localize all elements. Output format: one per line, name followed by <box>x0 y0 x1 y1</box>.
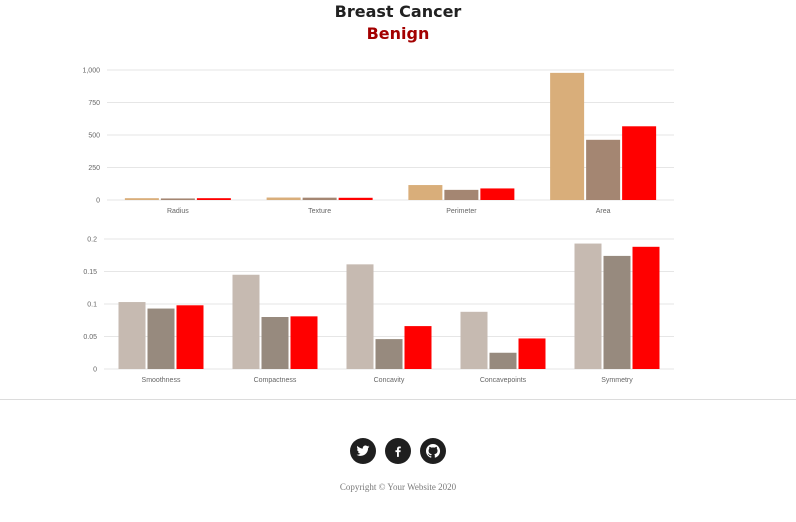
bar[interactable] <box>518 338 546 369</box>
bar[interactable] <box>266 197 301 200</box>
facebook-link[interactable] <box>385 438 411 464</box>
diagnosis-label: Benign <box>366 24 430 43</box>
bar[interactable] <box>290 316 318 369</box>
ratio-features-bar-chart: 0 0.05 0.1 0.15 0.2 Smoothness Compactness Conc… <box>83 237 674 384</box>
page-title: Breast Cancer <box>334 2 462 21</box>
y-tick-label: 750 <box>88 100 100 107</box>
y-tick-label: 0 <box>93 367 97 374</box>
x-tick-label: Concavepoints <box>480 377 527 384</box>
bar[interactable] <box>632 246 660 369</box>
y-tick-label: 0.1 <box>87 302 97 309</box>
y-tick-label: 1,000 <box>82 68 100 75</box>
bar[interactable] <box>480 188 515 200</box>
bar[interactable] <box>574 243 602 369</box>
x-tick-label: Symmetry <box>601 377 633 384</box>
x-tick-label: Radius <box>167 208 189 215</box>
github-link[interactable] <box>420 438 446 464</box>
social-links <box>0 438 796 464</box>
y-tick-label: 250 <box>88 165 100 172</box>
bar[interactable] <box>489 352 517 369</box>
mean-features-bar-chart: 0 250 500 750 1,000 Radius Texture Perimeter Are… <box>82 68 674 215</box>
bar[interactable] <box>176 305 204 369</box>
bar[interactable] <box>622 126 657 200</box>
y-tick-label: 0 <box>96 198 100 205</box>
bar[interactable] <box>302 197 337 200</box>
bar[interactable] <box>147 308 175 369</box>
bar[interactable] <box>118 302 146 369</box>
y-tick-label: 500 <box>88 133 100 140</box>
x-tick-label: Smoothness <box>142 377 181 384</box>
x-tick-label: Concavity <box>374 377 405 384</box>
x-tick-label: Perimeter <box>446 208 477 215</box>
copyright-text: Copyright © Your Website 2020 <box>339 482 457 492</box>
bar[interactable] <box>346 264 374 369</box>
bar[interactable] <box>375 339 403 369</box>
bar[interactable] <box>550 72 585 200</box>
bar[interactable] <box>196 198 231 200</box>
github-icon <box>426 444 441 458</box>
bar[interactable] <box>603 255 631 369</box>
bar[interactable] <box>261 317 289 369</box>
bar[interactable] <box>232 274 260 369</box>
facebook-icon <box>395 446 401 457</box>
bar[interactable] <box>338 197 373 200</box>
y-tick-label: 0.2 <box>87 237 97 244</box>
bar[interactable] <box>586 139 621 200</box>
bar[interactable] <box>408 185 443 200</box>
bar[interactable] <box>444 189 479 200</box>
y-tick-label: 0.15 <box>83 269 97 276</box>
bar[interactable] <box>460 311 488 369</box>
x-tick-label: Compactness <box>254 377 297 384</box>
twitter-link[interactable] <box>350 438 376 464</box>
footer-divider <box>0 399 796 400</box>
x-tick-label: Area <box>596 208 611 215</box>
y-tick-label: 0.05 <box>83 334 97 341</box>
bar[interactable] <box>404 326 432 369</box>
twitter-icon <box>356 445 370 456</box>
bar[interactable] <box>124 198 159 200</box>
x-tick-label: Texture <box>308 208 331 215</box>
bar[interactable] <box>160 198 195 200</box>
